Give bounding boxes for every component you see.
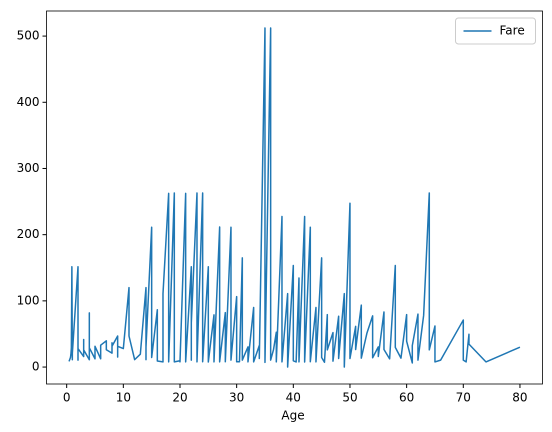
x-tick-label: 0 <box>63 391 71 405</box>
x-tick-label: 70 <box>456 391 471 405</box>
y-tick-label: 100 <box>17 293 40 307</box>
x-tick-label: 50 <box>342 391 357 405</box>
y-tick-label: 200 <box>17 227 40 241</box>
x-tick-label: 20 <box>172 391 187 405</box>
line-series <box>68 27 521 368</box>
y-tick-label: 300 <box>17 161 40 175</box>
x-tick-label: 10 <box>116 391 131 405</box>
x-axis-label: Age <box>281 409 304 423</box>
x-tick-label: 40 <box>286 391 301 405</box>
y-tick-label: 0 <box>32 360 40 374</box>
y-tick-label: 500 <box>17 29 40 43</box>
y-tick-label: 400 <box>17 95 40 109</box>
x-tick-label: 60 <box>399 391 414 405</box>
legend-box <box>455 17 536 45</box>
x-tick-label: 80 <box>512 391 527 405</box>
x-tick-label: 30 <box>229 391 244 405</box>
plot-frame <box>46 10 543 385</box>
legend-label: Fare <box>500 24 525 38</box>
